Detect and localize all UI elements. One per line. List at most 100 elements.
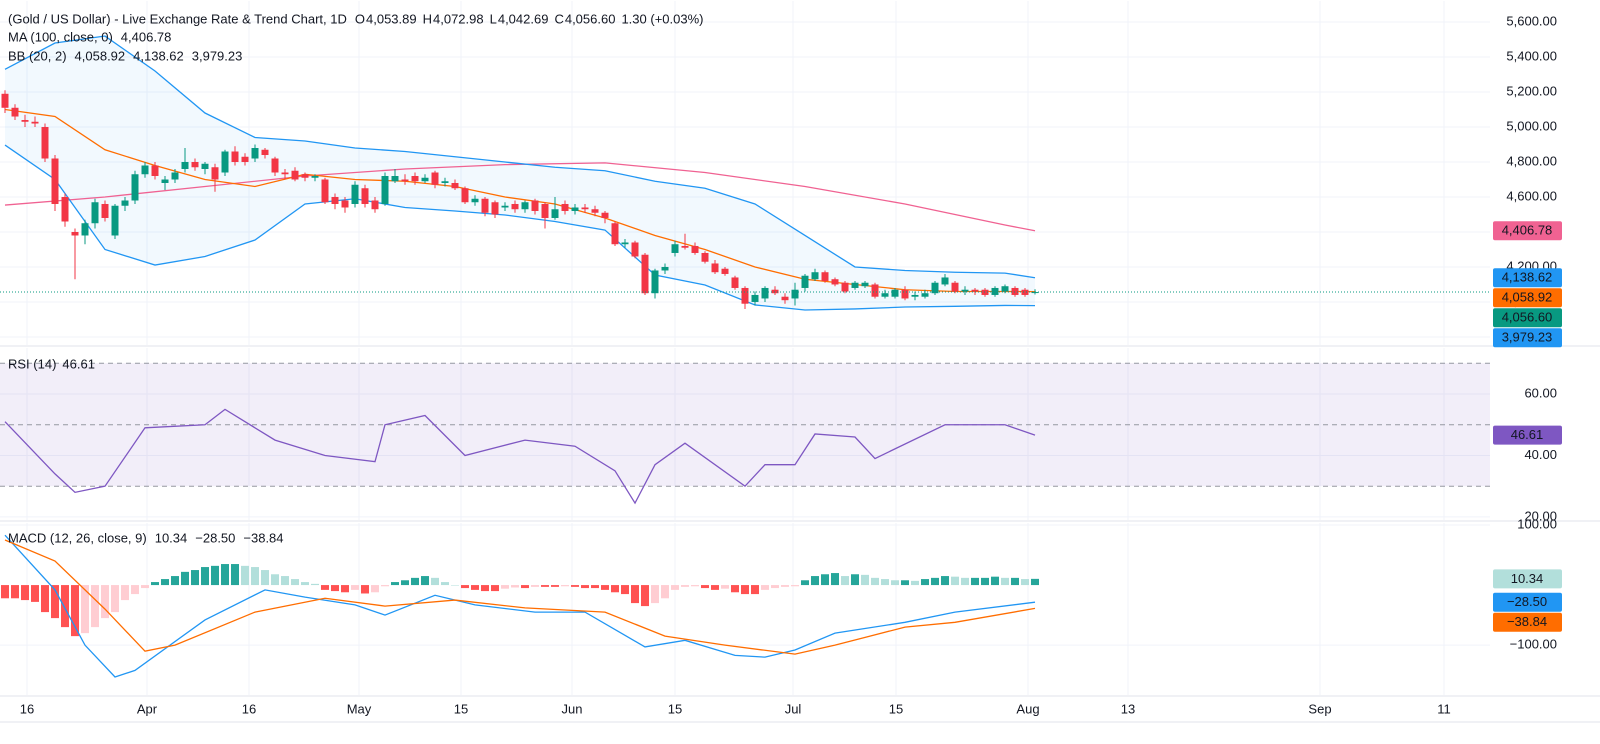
candle-body [61,196,69,222]
histogram-bar [281,576,289,586]
histogram-bar [81,585,89,634]
candle-body [321,179,329,203]
y-tick-label: 5,600.00 [1506,13,1557,28]
y-tick-label: −100.00 [1510,637,1557,652]
header-text: MACD (12, 26, close, 9) [8,530,147,545]
histogram-bar [1011,577,1019,586]
histogram-bar [671,585,679,590]
histogram-bar [201,567,209,586]
histogram-bar [421,576,429,586]
histogram-bar [221,564,229,586]
y-tick-label: 4,600.00 [1506,188,1557,203]
histogram-bar [231,564,239,586]
candle-body [91,202,99,224]
candle-body [701,252,709,262]
candle-body [591,209,599,213]
candle-body [241,156,249,163]
x-tick-label: Aug [1016,701,1039,716]
candle-body [281,172,289,175]
price-badge [1493,221,1562,241]
candle-body [941,277,949,285]
candle-body [971,289,979,292]
price-badge-label: 46.61 [1511,427,1544,442]
candle-body [471,198,479,203]
x-tick-label: Apr [137,701,158,716]
candle-body [191,162,199,168]
histogram-bar [111,585,119,613]
candle-body [661,266,669,271]
price-badge [1493,288,1562,308]
y-tick-label: 60.00 [1524,385,1557,400]
indicator-line [4,534,1036,678]
histogram-bar [571,585,579,587]
histogram-bar [731,585,739,593]
candle-body [1001,286,1009,292]
x-tick-label: 16 [242,701,256,716]
histogram-bar [271,574,279,586]
indicator-line [4,35,1036,279]
histogram-bar [341,585,349,593]
x-tick-label: Sep [1308,701,1331,716]
candle-body [171,172,179,180]
histogram-bar [711,585,719,590]
price-badge-label: −38.84 [1507,614,1547,629]
candle-body [341,200,349,208]
header-text: 4,138.62 [133,48,184,63]
candle-body [1011,287,1019,295]
histogram-bar [381,585,389,587]
price-badge-label: 4,056.60 [1502,310,1553,325]
price-badge [1493,268,1562,288]
candle-body [531,200,539,211]
candle-body [371,200,379,210]
candle-body [801,275,809,288]
header-text: RSI (14) [8,356,56,371]
candle-body [71,231,79,236]
candle-body [211,167,219,180]
histogram-bar [1031,578,1039,586]
histogram-bar [361,585,369,594]
candle-body [111,205,119,236]
histogram-bar [411,577,419,586]
indicator-line [4,108,1036,293]
candle-body [101,203,109,218]
histogram-bar [461,585,469,589]
header-text: 4,053.89 [366,11,417,26]
header-text: C [554,11,563,26]
candle-body [891,289,899,297]
candle-body [691,245,699,253]
histogram-bar [441,582,449,586]
histogram-bar [131,585,139,595]
x-tick-label: 15 [889,701,903,716]
candle-body [181,162,189,170]
candle-body [821,272,829,281]
histogram-bar [191,570,199,586]
candle-body [571,207,579,211]
header-text: −38.84 [243,530,283,545]
histogram-bar [911,580,919,586]
candle-body [501,205,509,208]
histogram-bar [211,565,219,586]
histogram-bar [511,585,519,588]
candle-body [351,184,359,204]
histogram-bar [521,585,529,589]
histogram-bar [801,580,809,586]
histogram-bar [981,577,989,586]
candle-body [481,198,489,213]
candle-body [721,268,729,274]
x-tick-label: Jun [562,701,583,716]
indicator-line [4,144,1036,311]
candle-body [951,282,959,292]
header-text: L [490,11,497,26]
price-badge-label: 4,138.62 [1502,270,1553,285]
histogram-bar [611,585,619,593]
x-tick-label: Jul [785,701,802,716]
candle-body [441,181,449,183]
histogram-bar [431,577,439,586]
histogram-bar [481,585,489,592]
candle-body [641,254,649,294]
candle-body [831,279,839,285]
candle-body [431,172,439,185]
price-badge [1493,592,1562,612]
y-tick-label: 5,200.00 [1506,83,1557,98]
histogram-bar [401,580,409,586]
